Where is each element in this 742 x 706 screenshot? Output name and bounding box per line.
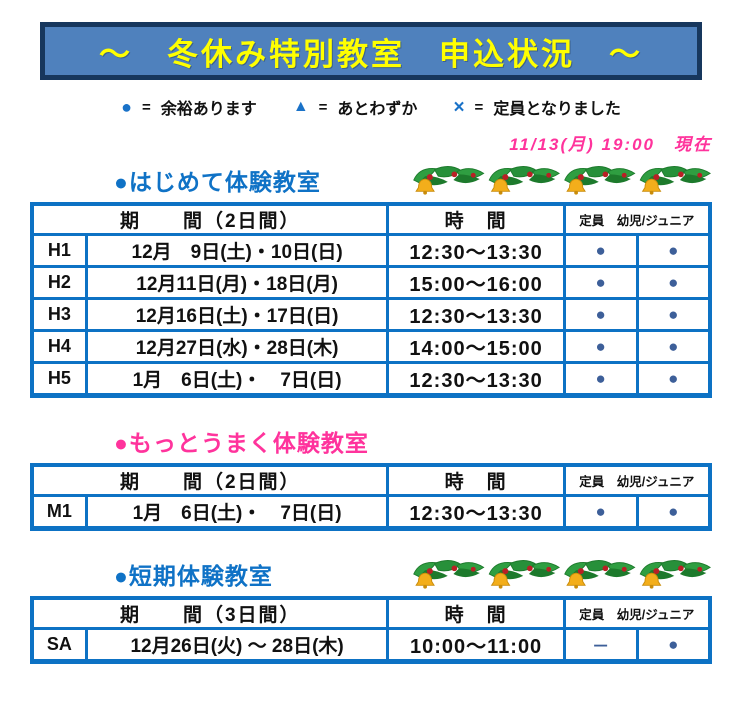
status-youji: ● — [562, 361, 639, 397]
page-title: ～ 冬休み特別教室 申込状況 ～ — [40, 22, 702, 80]
header-time: 時 間 — [386, 596, 566, 630]
row-time: 12:30～13:30 — [386, 297, 566, 332]
status-junior: ● — [635, 494, 712, 530]
legend-item-few-left: ▲ = あとわずか — [293, 95, 418, 119]
row-id: H3 — [30, 297, 88, 332]
page-title-text: ～ 冬休み特別教室 申込状況 ～ — [99, 36, 643, 72]
status-junior: ● — [635, 361, 712, 397]
table-tanki: 期 間（3日間） 時 間 定員 幼児/ジュニア SA 12月26日(火) ～ 2… — [30, 596, 712, 664]
row-period: 12月27日(水)・28日(木) — [84, 329, 390, 364]
status-icon: － — [592, 637, 610, 656]
status-youji: ● — [562, 233, 639, 268]
row-time: 12:30～13:30 — [386, 361, 566, 397]
row-period: 12月16日(土)・17日(日) — [84, 297, 390, 332]
table-row: H3 12月16日(土)・17日(日) 12:30～13:30 ● ● — [30, 297, 712, 332]
status-icon: ● — [595, 304, 606, 324]
status-junior: ● — [635, 297, 712, 332]
row-time: 10:00～11:00 — [386, 627, 566, 663]
table-row: H5 1月 6日(土)・ 7日(日) 12:30～13:30 ● ● — [30, 361, 712, 397]
row-id: SA — [30, 627, 88, 663]
holly-garland-decoration — [413, 560, 711, 590]
status-youji: ● — [562, 329, 639, 364]
status-junior: ● — [635, 233, 712, 268]
row-id: H2 — [30, 265, 88, 300]
few-left-triangle-icon: ▲ — [292, 98, 309, 115]
status-icon: ● — [595, 240, 606, 260]
legend: ● = 余裕あります ▲ = あとわずか × = 定員となりました — [0, 95, 742, 119]
equals-sign: = — [474, 98, 484, 116]
header-capacity: 定員 幼児/ジュニア — [562, 596, 712, 630]
available-circle-icon: ● — [121, 97, 133, 117]
full-x-icon: × — [453, 96, 465, 118]
table-row: H4 12月27日(水)・28日(木) 14:00～15:00 ● ● — [30, 329, 712, 364]
section-head-tanki: ●短期体験教室 — [114, 557, 714, 591]
equals-sign: = — [318, 98, 328, 116]
status-youji: ● — [562, 494, 639, 530]
status-junior: ● — [635, 627, 712, 663]
row-time: 15:00～16:00 — [386, 265, 566, 300]
row-period: 1月 6日(土)・ 7日(日) — [84, 494, 390, 530]
status-youji: ● — [562, 297, 639, 332]
table-header-row: 期 間（2日間） 時 間 定員 幼児/ジュニア — [30, 202, 712, 236]
status-icon: ● — [668, 634, 679, 654]
section-head-motto: ●もっとうまく体験教室 — [114, 424, 714, 458]
status-icon: ● — [668, 336, 679, 356]
status-icon: ● — [668, 368, 679, 388]
row-id: M1 — [30, 494, 88, 530]
status-icon: ● — [595, 368, 606, 388]
status-icon: ● — [668, 304, 679, 324]
legend-item-available: ● = 余裕あります — [121, 95, 257, 119]
section-title-tanki: ●短期体験教室 — [114, 563, 273, 589]
table-row: H2 12月11日(月)・18日(月) 15:00～16:00 ● ● — [30, 265, 712, 300]
row-id: H1 — [30, 233, 88, 268]
header-time: 時 間 — [386, 463, 566, 497]
status-icon: ● — [668, 240, 679, 260]
table-header-row: 期 間（2日間） 時 間 定員 幼児/ジュニア — [30, 463, 712, 497]
header-period: 期 間（2日間） — [30, 463, 390, 497]
legend-label: 定員となりました — [493, 101, 621, 118]
holly-garland-decoration — [413, 166, 711, 196]
status-icon: ● — [668, 501, 679, 521]
table-row: SA 12月26日(火) ～ 28日(木) 10:00～11:00 － ● — [30, 627, 712, 663]
section-head-hajimete: ●はじめて体験教室 — [114, 163, 714, 197]
legend-label: あとわずか — [337, 101, 418, 118]
row-id: H5 — [30, 361, 88, 397]
header-period: 期 間（3日間） — [30, 596, 390, 630]
legend-item-full: × = 定員となりました — [453, 95, 620, 119]
header-capacity: 定員 幼児/ジュニア — [562, 463, 712, 497]
row-id: H4 — [30, 329, 88, 364]
status-icon: ● — [595, 501, 606, 521]
as-of-timestamp: 11/13(月) 19:00 現在 — [509, 135, 712, 154]
section-title-hajimete: ●はじめて体験教室 — [114, 169, 321, 195]
legend-label: 余裕あります — [160, 101, 257, 118]
status-icon: ● — [595, 272, 606, 292]
table-header-row: 期 間（3日間） 時 間 定員 幼児/ジュニア — [30, 596, 712, 630]
row-period: 1月 6日(土)・ 7日(日) — [84, 361, 390, 397]
header-time: 時 間 — [386, 202, 566, 236]
row-period: 12月11日(月)・18日(月) — [84, 265, 390, 300]
section-title-motto: ●もっとうまく体験教室 — [114, 430, 369, 456]
status-junior: ● — [635, 265, 712, 300]
status-icon: ● — [668, 272, 679, 292]
table-row: H1 12月 9日(土)・10日(日) 12:30～13:30 ● ● — [30, 233, 712, 268]
equals-sign: = — [142, 98, 151, 116]
header-period: 期 間（2日間） — [30, 202, 390, 236]
status-youji: － — [562, 627, 639, 663]
row-period: 12月 9日(土)・10日(日) — [84, 233, 390, 268]
row-time: 12:30～13:30 — [386, 233, 566, 268]
status-youji: ● — [562, 265, 639, 300]
table-motto: 期 間（2日間） 時 間 定員 幼児/ジュニア M1 1月 6日(土)・ 7日(… — [30, 463, 712, 531]
row-time: 14:00～15:00 — [386, 329, 566, 364]
status-junior: ● — [635, 329, 712, 364]
status-icon: ● — [595, 336, 606, 356]
row-period: 12月26日(火) ～ 28日(木) — [84, 627, 390, 663]
row-time: 12:30～13:30 — [386, 494, 566, 530]
table-hajimete: 期 間（2日間） 時 間 定員 幼児/ジュニア H1 12月 9日(土)・10日… — [30, 202, 712, 398]
header-capacity: 定員 幼児/ジュニア — [562, 202, 712, 236]
table-row: M1 1月 6日(土)・ 7日(日) 12:30～13:30 ● ● — [30, 494, 712, 530]
